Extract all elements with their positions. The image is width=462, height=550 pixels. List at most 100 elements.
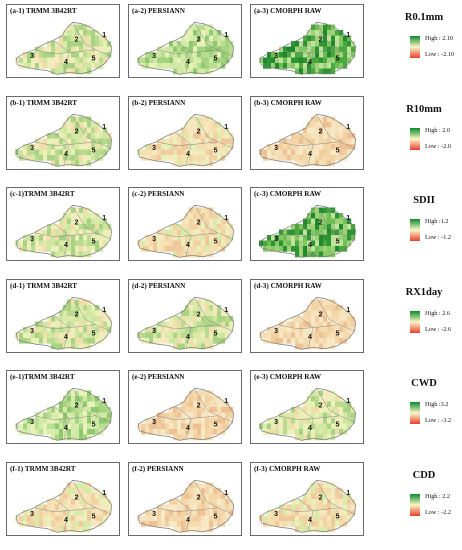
grid-cell: [55, 429, 60, 435]
grid-cell: [267, 423, 272, 430]
grid-cell: [339, 321, 344, 328]
grid-cell: [75, 224, 80, 230]
grid-cell: [279, 332, 284, 339]
grid-cell: [339, 510, 344, 516]
grid-cell: [225, 418, 230, 424]
grid-cell: [43, 246, 48, 252]
grid-cell: [91, 235, 96, 241]
grid-cell: [201, 229, 206, 236]
grid-cell: [319, 423, 324, 430]
basin-divider: [69, 232, 111, 240]
grid-cell: [169, 229, 174, 236]
grid-cell: [327, 35, 332, 42]
grid-cell: [205, 149, 210, 156]
grid-cell: [83, 149, 88, 156]
grid-cell: [55, 526, 60, 533]
grid-cell: [327, 521, 332, 527]
grid-cell: [169, 521, 174, 527]
grid-cell: [339, 515, 344, 522]
grid-cell: [315, 521, 320, 527]
grid-cell: [343, 229, 348, 236]
grid-cell: [189, 155, 194, 161]
grid-cell: [67, 434, 72, 441]
region-outline: [137, 297, 235, 350]
grid-cell: [311, 412, 316, 419]
grid-cell: [55, 515, 60, 522]
region-number-label: 3: [30, 511, 34, 518]
grid-cell: [307, 343, 312, 350]
grid-cell: [39, 423, 44, 430]
region-number-label: 2: [197, 36, 201, 43]
grid-cell: [295, 407, 300, 413]
region-outline: [137, 22, 235, 75]
grid-cell: [149, 57, 154, 64]
grid-cell: [91, 127, 96, 134]
grid-cell: [283, 510, 288, 516]
grid-cell: [351, 499, 356, 505]
grid-cell: [323, 251, 328, 258]
grid-cell: [185, 155, 190, 161]
grid-cell: [319, 63, 324, 69]
grid-cell: [87, 310, 92, 317]
grid-cell: [217, 327, 222, 333]
grid-cell: [291, 429, 296, 435]
grid-cell: [339, 499, 344, 505]
grid-cell: [39, 332, 44, 339]
grid-cell: [51, 321, 56, 328]
grid-cell: [103, 52, 108, 58]
grid-cell: [169, 149, 174, 156]
grid-cell: [189, 68, 194, 75]
grid-cell: [59, 332, 64, 339]
grid-cell: [351, 316, 356, 322]
grid-cell: [181, 521, 186, 527]
grid-cell: [209, 526, 214, 533]
grid-cell: [149, 235, 154, 241]
grid-cell: [63, 149, 68, 156]
grid-cell: [15, 515, 20, 522]
grid-cell: [83, 327, 88, 333]
grid-cell: [225, 144, 230, 150]
legend-high-label: High : 2.0: [425, 127, 450, 134]
grid-cell: [229, 321, 234, 328]
grid-cell: [331, 63, 336, 69]
grid-cell: [213, 327, 218, 333]
grid-cell: [55, 160, 60, 167]
grid-cell: [343, 224, 348, 230]
grid-cell: [319, 407, 324, 413]
grid-cell: [291, 149, 296, 156]
grid-cell: [63, 521, 68, 527]
grid-cell: [299, 332, 304, 339]
grid-cell: [79, 526, 84, 533]
grid-cell: [55, 418, 60, 424]
grid-cell: [31, 52, 36, 58]
grid-cell: [295, 515, 300, 522]
region-number-label: 3: [30, 236, 34, 243]
grid-cell: [59, 251, 64, 258]
grid-cell: [221, 515, 226, 522]
grid-cell: [153, 418, 158, 424]
grid-cell: [43, 332, 48, 339]
grid-cell: [267, 429, 272, 435]
grid-cell: [177, 327, 182, 333]
grid-cell: [315, 207, 320, 214]
grid-cell: [153, 246, 158, 252]
grid-cell: [181, 224, 186, 230]
grid-cell: [193, 504, 198, 511]
grid-cell: [197, 229, 202, 236]
grid-cell: [67, 504, 72, 511]
basin-divider: [316, 480, 340, 509]
grid-cell: [103, 423, 108, 430]
grid-cell: [47, 229, 52, 236]
grid-cell: [197, 396, 202, 402]
grid-cell: [149, 423, 154, 430]
grid-cell: [291, 316, 296, 322]
grid-cell: [67, 229, 72, 236]
grid-cell: [83, 57, 88, 64]
grid-cell: [169, 515, 174, 522]
grid-cell: [107, 327, 112, 333]
grid-cell: [201, 41, 206, 47]
grid-cell: [87, 338, 92, 344]
grid-cell: [323, 149, 328, 156]
grid-cell: [181, 504, 186, 511]
